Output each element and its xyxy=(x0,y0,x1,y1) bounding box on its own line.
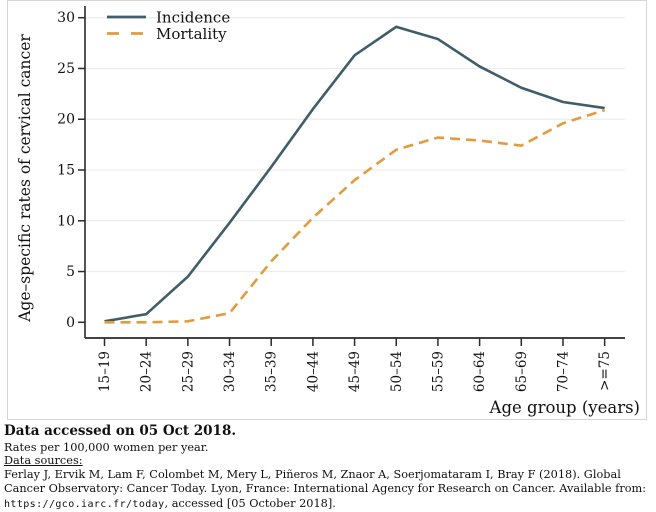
cervical-cancer-rates-line-chart: 0 5 10 15 20 25 30 15–19 20–24 25–29 30–34 35–39 40–… xyxy=(16,6,640,417)
figure-border xyxy=(7,0,647,420)
y-tick-label: 30 xyxy=(57,10,75,26)
x-tick-label: 40–44 xyxy=(305,351,321,392)
y-tick-label: 5 xyxy=(66,264,75,280)
x-tick-label: 50–54 xyxy=(389,351,405,392)
x-tick-label: >=75 xyxy=(597,351,613,391)
citation-url: https://gco.iarc.fr/today xyxy=(4,498,165,510)
x-tick-label: 35–39 xyxy=(264,351,280,392)
data-sources-label: Data sources: xyxy=(4,454,83,468)
x-tick-label: 60–64 xyxy=(472,351,488,392)
y-tick-label: 20 xyxy=(57,112,75,128)
citation-suffix: , accessed [05 October 2018]. xyxy=(164,496,336,510)
x-tick-label: 45–49 xyxy=(347,351,363,392)
legend-label-incidence: Incidence xyxy=(156,9,230,27)
data-accessed-note: Data accessed on 05 Oct 2018. xyxy=(4,423,237,439)
y-tick-label: 25 xyxy=(57,61,75,77)
x-tick-label: 30–34 xyxy=(222,351,238,392)
rates-unit-note: Rates per 100,000 women per year. xyxy=(4,440,209,454)
mortality-line xyxy=(104,108,606,324)
incidence-line xyxy=(104,25,605,323)
y-tick-label: 0 xyxy=(66,315,75,331)
x-tick-label: 20–24 xyxy=(139,351,155,392)
x-tick-label: 55–59 xyxy=(430,351,446,392)
x-tick-label: 70–74 xyxy=(555,351,571,392)
y-tick-label: 10 xyxy=(57,213,75,229)
x-tick-label: 65–69 xyxy=(514,351,530,392)
citation-prefix: Ferlay J, Ervik M, Lam F, Colombet M, Me… xyxy=(4,467,647,496)
x-tick-label: 15–19 xyxy=(97,351,113,392)
x-axis-title: Age group (years) xyxy=(489,398,640,417)
y-axis-title: Age–specific rates of cervical cancer xyxy=(16,34,34,323)
citation-text: Ferlay J, Ervik M, Lam F, Colombet M, Me… xyxy=(4,468,654,512)
legend-label-mortality: Mortality xyxy=(156,25,227,43)
chart-footnotes: Data accessed on 05 Oct 2018. Rates per … xyxy=(4,423,654,512)
y-tick-label: 15 xyxy=(57,163,75,179)
x-tick-label: 25–29 xyxy=(180,351,196,392)
